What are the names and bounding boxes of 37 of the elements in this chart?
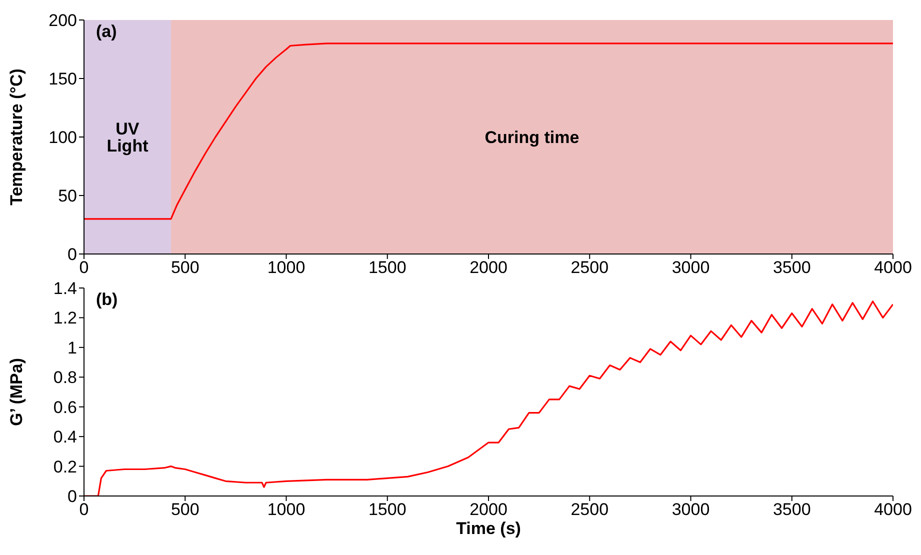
y-axis-title: Temperature (°C) [7,68,26,206]
x-tick-label: 1500 [368,500,406,520]
y-tick-label: 1.4 [53,279,77,298]
y-tick-label: 0.8 [53,368,77,388]
y-tick-label: 0.4 [53,428,77,447]
x-tick-label: 3500 [772,500,811,520]
y-tick-label: 0 [68,245,77,264]
y-axis-title: G’ (MPa) [7,358,26,426]
y-tick-label: 200 [48,11,77,30]
x-tick-label: 2500 [570,258,609,278]
y-tick-label: 100 [48,128,77,148]
x-tick-label: 1000 [267,258,306,278]
annotation: (b) [96,290,118,310]
x-tick-label: 1500 [368,258,406,278]
y-tick-label: 1.2 [53,308,77,328]
annotation: (a) [96,22,117,42]
x-tick-label: 4000 [874,500,912,520]
line-series [84,42,893,220]
band-label: Curing time [484,128,580,148]
x-tick-label: 1000 [267,500,306,520]
x-tick-label: 2000 [470,500,508,520]
x-tick-label: 2000 [470,258,508,278]
x-tick-label: 4000 [874,258,912,278]
y-tick-label: 50 [58,186,77,206]
x-tick-label: 2500 [570,500,609,520]
x-axis-title: Time (s) [455,518,522,540]
x-tick-label: 3000 [672,500,710,520]
band-label: UV Light [106,120,149,156]
y-tick-label: 0.2 [53,457,77,476]
x-tick-label: 500 [170,258,200,278]
y-tick-label: 1 [68,338,77,358]
x-tick-label: 500 [170,500,200,520]
y-tick-label: 0 [68,487,77,506]
x-tick-label: 3500 [772,258,811,278]
y-tick-label: 0.6 [53,398,77,417]
y-tick-label: 150 [48,70,77,89]
x-tick-label: 3000 [672,258,710,278]
